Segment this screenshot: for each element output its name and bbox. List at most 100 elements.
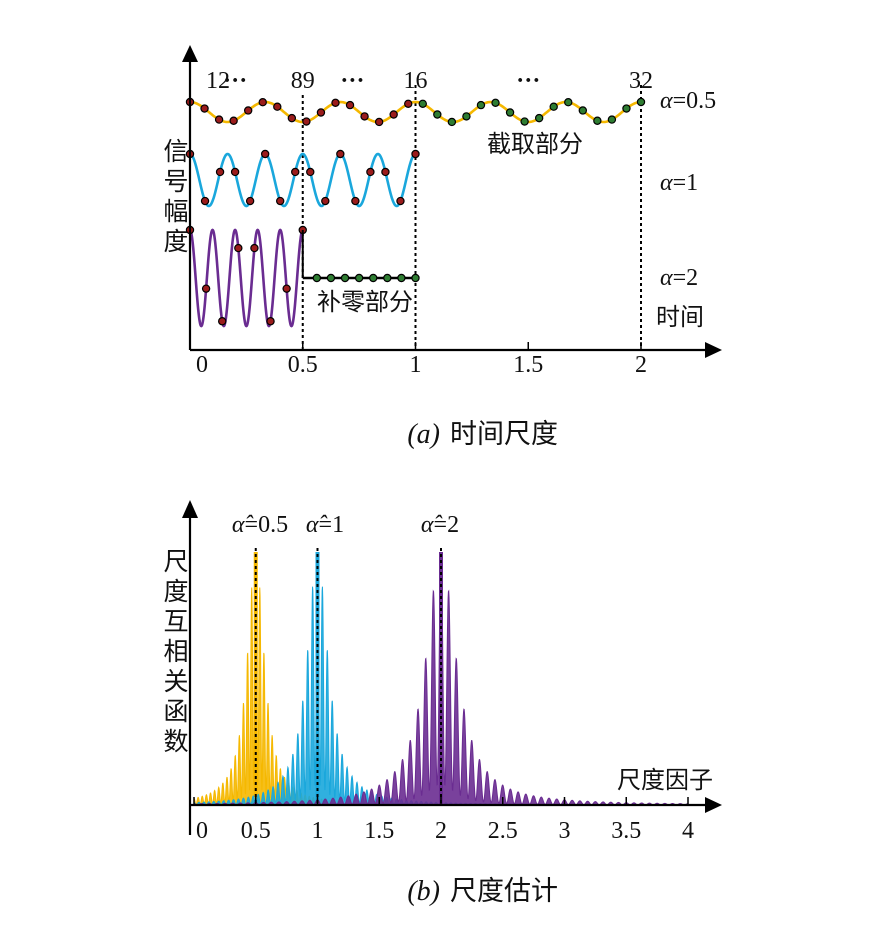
- panel-a-series: [185, 97, 646, 328]
- series-label-a: α=2: [660, 265, 698, 291]
- sample-point: [258, 98, 267, 107]
- sample-point: [243, 106, 253, 115]
- x-tick-label-b: 3.5: [611, 818, 641, 844]
- panel-a-xlabel: 时间: [656, 303, 704, 331]
- sample-point: [201, 284, 211, 293]
- ylabel-char-b: 度: [163, 577, 188, 606]
- sample-point: [321, 196, 330, 206]
- sample-point: [593, 116, 602, 125]
- x-tick-label-b: 1.5: [364, 818, 394, 844]
- ylabel-char-b: 互: [163, 607, 188, 636]
- sample-point: [607, 115, 617, 124]
- panel-b-xlabel: 尺度因子: [617, 766, 713, 794]
- zero-sample-point: [411, 273, 420, 283]
- x-tick-label-b: 4: [682, 818, 694, 844]
- sample-point: [214, 115, 224, 124]
- sample-index-label: 32: [629, 68, 653, 94]
- sample-point: [433, 110, 442, 119]
- sample-point: [306, 167, 315, 177]
- panel-a-series-labels: α=0.5 α=1 α=2: [660, 88, 716, 291]
- x-axis-b-arrow: [705, 797, 722, 813]
- sample-point: [230, 167, 240, 177]
- zero-sample-point: [326, 273, 336, 283]
- panel-b-peak-labels: α̂=0.5 α̂=1 α̂=2: [232, 512, 459, 538]
- sample-point: [200, 196, 210, 206]
- peak-label-b: α̂=2: [421, 512, 459, 538]
- panel-a-ticks: 0 0.5 1 1.5 2: [189, 342, 647, 378]
- caption-a: 时间尺度: [450, 419, 558, 450]
- sample-point: [578, 106, 588, 115]
- sample-point: [218, 317, 227, 326]
- ylabel-char-b: 关: [163, 667, 188, 696]
- ylabel-char-b: 尺: [163, 547, 188, 576]
- ylabel-char-a: 信: [163, 137, 188, 166]
- sample-point: [260, 149, 270, 159]
- zero-sample-point: [383, 273, 392, 283]
- sample-point: [462, 112, 471, 121]
- sample-point: [287, 113, 297, 123]
- panel-a-axes: [182, 45, 722, 358]
- x-tick-label-b: 0.5: [241, 818, 271, 844]
- sample-point: [351, 196, 360, 206]
- sample-point: [636, 97, 646, 107]
- sample-point: [336, 149, 345, 159]
- x-tick-label-a: 0.5: [288, 352, 318, 378]
- sample-index-label: 12: [206, 68, 230, 94]
- sample-point: [622, 104, 631, 113]
- zero-padded-region-label: 补零部分: [317, 288, 413, 316]
- ylabel-char-b: 数: [163, 727, 188, 756]
- sample-index-label: …: [516, 62, 540, 88]
- caption-b-prefix: (b): [407, 876, 440, 907]
- series-line-a: [189, 228, 304, 328]
- x-axis-a-arrow: [705, 342, 722, 358]
- sample-index-label: …: [340, 62, 364, 88]
- panel-b-guides: [254, 548, 442, 805]
- x-tick-label-b: 1: [312, 818, 324, 844]
- panel-a-guides: [301, 85, 642, 350]
- y-axis-a-arrow: [182, 45, 198, 62]
- panel-b: 0 0.5 1 1.5 2 2.5 3 3.5 4 α̂=0.5 α̂=1 α̂=2 尺度互相关函数…: [163, 500, 722, 907]
- series-label-a: α=0.5: [660, 88, 716, 114]
- sample-point: [381, 167, 390, 177]
- series-label-a: α=1: [660, 170, 698, 196]
- x-tick-label-b: 0: [196, 818, 208, 844]
- sample-point: [302, 117, 311, 126]
- sample-index-label: 89: [291, 68, 315, 94]
- sample-point: [276, 196, 285, 206]
- sample-point: [564, 98, 573, 107]
- x-tick-label-a: 2: [635, 352, 647, 378]
- peak-label-b: α̂=0.5: [232, 512, 288, 538]
- sample-point: [534, 113, 544, 123]
- sample-point: [291, 167, 300, 177]
- sample-point: [374, 117, 384, 127]
- sample-point: [331, 98, 340, 108]
- ylabel-char-a: 号: [163, 167, 188, 196]
- ylabel-char-a: 幅: [163, 197, 188, 226]
- sample-point: [229, 116, 238, 125]
- sample-point: [234, 243, 243, 253]
- sample-point: [266, 317, 275, 326]
- sample-point: [411, 149, 420, 159]
- panel-a-sample-labels: 12… 89… 16… 32: [206, 62, 653, 94]
- sample-index-label: 16: [404, 68, 428, 94]
- peak-label-b: α̂=1: [306, 512, 344, 538]
- sample-point: [520, 117, 529, 126]
- sample-point: [447, 117, 457, 127]
- caption-b: 尺度估计: [450, 876, 558, 907]
- sample-point: [245, 196, 255, 206]
- sample-point: [200, 104, 209, 113]
- sample-point: [491, 98, 500, 108]
- ylabel-char-b: 相: [163, 637, 188, 666]
- sample-point: [505, 108, 515, 117]
- sample-point: [273, 102, 282, 111]
- sample-point: [396, 196, 405, 206]
- sample-point: [360, 112, 369, 121]
- sample-point: [366, 167, 375, 177]
- sample-point: [418, 99, 427, 108]
- x-tick-label-a: 1: [410, 352, 422, 378]
- sample-point: [215, 167, 225, 177]
